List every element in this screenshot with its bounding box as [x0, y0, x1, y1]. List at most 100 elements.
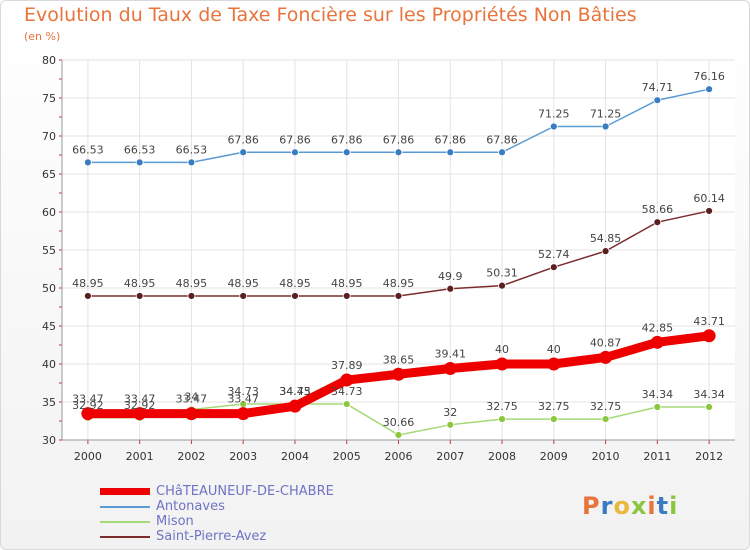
- legend-label-mison: Mison: [156, 514, 194, 529]
- point-saint-pierre-avez: [83, 292, 92, 300]
- data-label-antonaves: 66.53: [176, 143, 208, 156]
- line-chart: 30 35 40 45 50 55 60 65 70 75 80 2000 2001 2002 2003 20…: [42, 54, 735, 463]
- data-label-saint-pierre-avez: 48.95: [176, 277, 208, 290]
- point-saint-pierre-avez: [239, 292, 248, 300]
- point-mison: [705, 403, 714, 411]
- data-label-antonaves: 67.86: [227, 133, 259, 146]
- data-label-saint-pierre-avez: 48.95: [279, 277, 311, 290]
- point-ch-teauneuf-de-chabre: [702, 329, 716, 343]
- data-label-antonaves: 67.86: [331, 133, 363, 146]
- data-label-saint-pierre-avez: 48.95: [227, 277, 259, 290]
- logo-letter: i: [647, 492, 657, 520]
- x-tick-label: 2002: [177, 450, 205, 463]
- point-mison: [498, 415, 506, 424]
- data-label-mison: 34: [184, 391, 198, 404]
- x-tick-label: 2009: [540, 450, 568, 463]
- x-tick-label: 2005: [333, 450, 361, 463]
- point-ch-teauneuf-de-chabre: [340, 373, 354, 387]
- data-label-mison: 30.66: [383, 416, 415, 429]
- point-ch-teauneuf-de-chabre: [81, 407, 95, 421]
- data-label-saint-pierre-avez: 48.95: [383, 277, 415, 290]
- y-tick-label: 80: [42, 54, 56, 67]
- point-antonaves: [291, 148, 299, 157]
- point-saint-pierre-avez: [601, 247, 610, 256]
- logo-letter: i: [669, 492, 679, 520]
- data-label-antonaves: 66.53: [72, 143, 104, 156]
- x-tick-label: 2001: [126, 450, 154, 463]
- x-tick-label: 2008: [488, 450, 516, 463]
- y-tick-label: 45: [42, 320, 56, 333]
- y-tick-label: 55: [42, 244, 56, 257]
- point-saint-pierre-avez: [135, 292, 144, 300]
- data-label-ch-teauneuf-de-chabre: 33.47: [176, 393, 208, 406]
- point-ch-teauneuf-de-chabre: [650, 335, 664, 349]
- data-label-mison: 32.75: [590, 400, 622, 413]
- y-tick-label: 30: [42, 434, 56, 447]
- point-ch-teauneuf-de-chabre: [184, 407, 198, 421]
- y-tick-label: 35: [42, 396, 56, 409]
- point-mison: [601, 415, 610, 424]
- data-label-saint-pierre-avez: 52.74: [538, 248, 570, 261]
- data-label-ch-teauneuf-de-chabre: 43.71: [693, 315, 725, 328]
- legend-label-saint-pierre-avez: Saint-Pierre-Avez: [156, 529, 267, 544]
- legend: CHâTEAUNEUF-DE-CHABRE Antonaves Mison Sa…: [100, 484, 334, 544]
- point-saint-pierre-avez: [653, 218, 662, 227]
- axes: 30 35 40 45 50 55 60 65 70 75 80 2000 2001 2002 2003 20…: [42, 54, 735, 463]
- logo-letter: t: [656, 492, 670, 520]
- proxiti-logo: Proxiti: [582, 492, 678, 520]
- logo-letter: o: [613, 492, 631, 520]
- data-labels: 66.53 66.53 66.53 67.86 67.86 67.86 67.86 67.86…: [72, 70, 725, 429]
- legend-swatch-chateauneuf: [100, 488, 150, 495]
- chart-title: Evolution du Taux de Taxe Foncière sur l…: [24, 4, 637, 26]
- data-label-antonaves: 67.86: [383, 133, 415, 146]
- point-saint-pierre-avez: [342, 292, 351, 300]
- data-label-mison: 34.34: [693, 388, 725, 401]
- data-label-antonaves: 71.25: [590, 108, 622, 121]
- legend-label-chateauneuf: CHâTEAUNEUF-DE-CHABRE: [156, 484, 334, 499]
- data-label-mison: 32.75: [538, 400, 570, 413]
- y-tick-label: 70: [42, 130, 56, 143]
- data-label-saint-pierre-avez: 49.9: [438, 270, 463, 283]
- y-tick-label: 75: [42, 92, 56, 105]
- y-tick-label: 40: [42, 358, 56, 371]
- data-label-mison: 34.73: [227, 385, 259, 398]
- point-antonaves: [135, 158, 144, 167]
- legend-item-saint-pierre-avez: Saint-Pierre-Avez: [100, 529, 334, 544]
- point-antonaves: [239, 148, 248, 157]
- logo-letter: P: [582, 492, 601, 520]
- data-label-mison: 32.92: [72, 399, 104, 412]
- data-label-ch-teauneuf-de-chabre: 37.89: [331, 359, 363, 372]
- data-label-mison: 32.92: [124, 399, 156, 412]
- point-antonaves: [83, 158, 92, 167]
- data-label-saint-pierre-avez: 48.95: [124, 277, 156, 290]
- point-ch-teauneuf-de-chabre: [133, 407, 147, 421]
- data-label-mison: 34.73: [331, 385, 363, 398]
- point-mison: [653, 403, 662, 411]
- point-antonaves: [394, 148, 403, 157]
- data-label-antonaves: 74.71: [642, 81, 674, 94]
- point-ch-teauneuf-de-chabre: [288, 399, 302, 413]
- y-tick-label: 60: [42, 206, 56, 219]
- data-label-antonaves: 67.86: [435, 133, 467, 146]
- data-label-ch-teauneuf-de-chabre: 33.47: [227, 393, 259, 406]
- data-label-antonaves: 76.16: [693, 70, 725, 83]
- data-label-ch-teauneuf-de-chabre: 40.87: [590, 336, 622, 349]
- legend-label-antonaves: Antonaves: [156, 499, 225, 514]
- point-ch-teauneuf-de-chabre: [443, 361, 457, 375]
- point-saint-pierre-avez: [549, 263, 558, 272]
- legend-swatch-antonaves: [100, 505, 150, 508]
- data-label-antonaves: 67.86: [486, 133, 518, 146]
- point-antonaves: [653, 96, 662, 105]
- legend-swatch-mison: [100, 520, 150, 523]
- data-label-saint-pierre-avez: 60.14: [693, 192, 725, 205]
- data-label-ch-teauneuf-de-chabre: 33.47: [72, 393, 104, 406]
- point-saint-pierre-avez: [705, 207, 714, 215]
- y-tick-label: 50: [42, 282, 56, 295]
- data-label-ch-teauneuf-de-chabre: 34.45: [279, 385, 311, 398]
- data-label-mison: 32: [443, 406, 457, 419]
- data-label-ch-teauneuf-de-chabre: 33.47: [124, 393, 156, 406]
- logo-letter: x: [630, 492, 648, 520]
- point-ch-teauneuf-de-chabre: [495, 357, 509, 371]
- point-saint-pierre-avez: [187, 292, 196, 300]
- data-label-saint-pierre-avez: 54.85: [590, 232, 622, 245]
